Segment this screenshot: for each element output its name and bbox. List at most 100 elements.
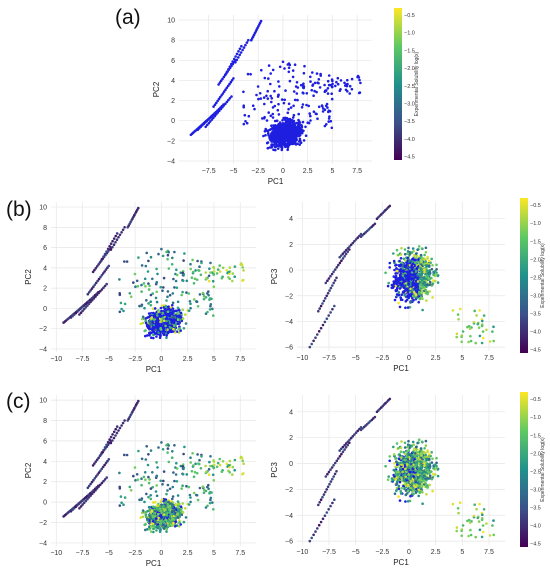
scatter-point [311,71,314,74]
scatter-point [262,96,266,99]
scatter-point [302,92,305,95]
scatter-point [208,501,212,505]
scatter-point [386,284,390,288]
scatter-point [472,320,476,324]
scatter-point [358,78,361,82]
scatter-point [331,307,334,311]
scatter-point [332,270,335,274]
scatter-point [181,290,184,294]
scatter-point [100,451,104,454]
scatter-point [269,72,273,75]
scatter-point [436,281,440,284]
scatter-point [117,429,120,432]
scatter-point [404,306,407,310]
scatter-point [222,90,226,93]
scatter-point [212,105,215,108]
scatter-point [208,460,211,464]
scatter-point [317,78,321,81]
scatter-point [155,281,158,284]
scatter-point [327,109,331,112]
scatter-point [331,477,334,481]
scatter-point [153,307,157,310]
scatter-point [185,473,189,476]
scatter-point [148,321,152,324]
scatter-point [140,477,143,481]
scatter-point [317,309,320,313]
scatter-point [199,273,203,277]
scatter-point [280,132,284,136]
scatter-point [428,280,432,284]
y-tick-label: −6 [285,539,293,546]
scatter-point [81,309,84,313]
y-axis-label: PC2 [24,269,33,285]
scatter-point [209,303,213,306]
scatter-point [151,320,154,323]
scatter-point [156,272,159,276]
scatter-point [271,116,275,119]
scatter-point [322,299,326,303]
scatter-point [299,130,302,134]
scatter-point [158,336,162,340]
scatter-point [196,453,199,456]
scatter-point [284,142,288,146]
scatter-point [304,125,307,129]
scatter-point [159,520,162,524]
scatter-point [228,97,232,100]
scatter-point [151,330,155,334]
scatter-point [404,300,408,303]
scatter-point [143,500,146,504]
scatter-point [225,86,229,90]
scatter-point [118,487,122,490]
scatter-point [185,484,188,488]
scatter-point [221,105,224,109]
scatter-point [270,97,274,100]
scatter-point [428,273,432,276]
scatter-point [159,320,162,324]
scatter-point [155,494,159,498]
scatter-point [148,325,151,328]
scatter-point [412,294,416,297]
scatter-point [403,285,406,289]
scatter-point [424,260,428,263]
scatter-point [318,501,322,504]
y-tick-label: 0 [43,306,47,313]
scatter-point [103,270,106,273]
scatter-point [242,90,245,94]
scatter-point [417,245,421,248]
y-tick-label: −2 [39,520,47,527]
scatter-point [205,276,208,280]
scatter-point [152,505,155,509]
colorbar: −0.5−1.0−1.5−2.0−2.5−3.0−3.5−4.0−4.5Expe… [520,198,546,353]
scatter-point [195,278,199,282]
scatter-point [411,262,415,266]
scatter-point [159,514,162,517]
scatter-point [216,111,220,114]
scatter-point [111,433,114,436]
x-tick-label: −2.5 [375,549,389,556]
colorbar-label: Experimental Solubility log(x) [540,243,546,308]
scatter-point [231,60,234,63]
scatter-point [346,250,350,254]
scatter-point [426,292,430,296]
scatter-point [147,505,151,509]
scatter-point [175,273,179,277]
scatter-point [332,475,336,478]
scatter-point [206,310,209,314]
scatter-point [167,250,170,254]
x-tick-label: −7.5 [322,355,336,362]
scatter-point [317,503,320,507]
scatter-point [217,97,221,101]
scatter-point [106,266,109,270]
scatter-point [425,299,428,302]
scatter-point [201,291,205,295]
scatter-point [418,277,422,281]
scatter-point [150,509,154,513]
scatter-point [144,317,148,320]
scatter-point [188,493,192,497]
scatter-point [213,114,217,118]
scatter-point [162,527,166,530]
scatter-point [289,126,292,130]
scatter-point [232,57,236,61]
